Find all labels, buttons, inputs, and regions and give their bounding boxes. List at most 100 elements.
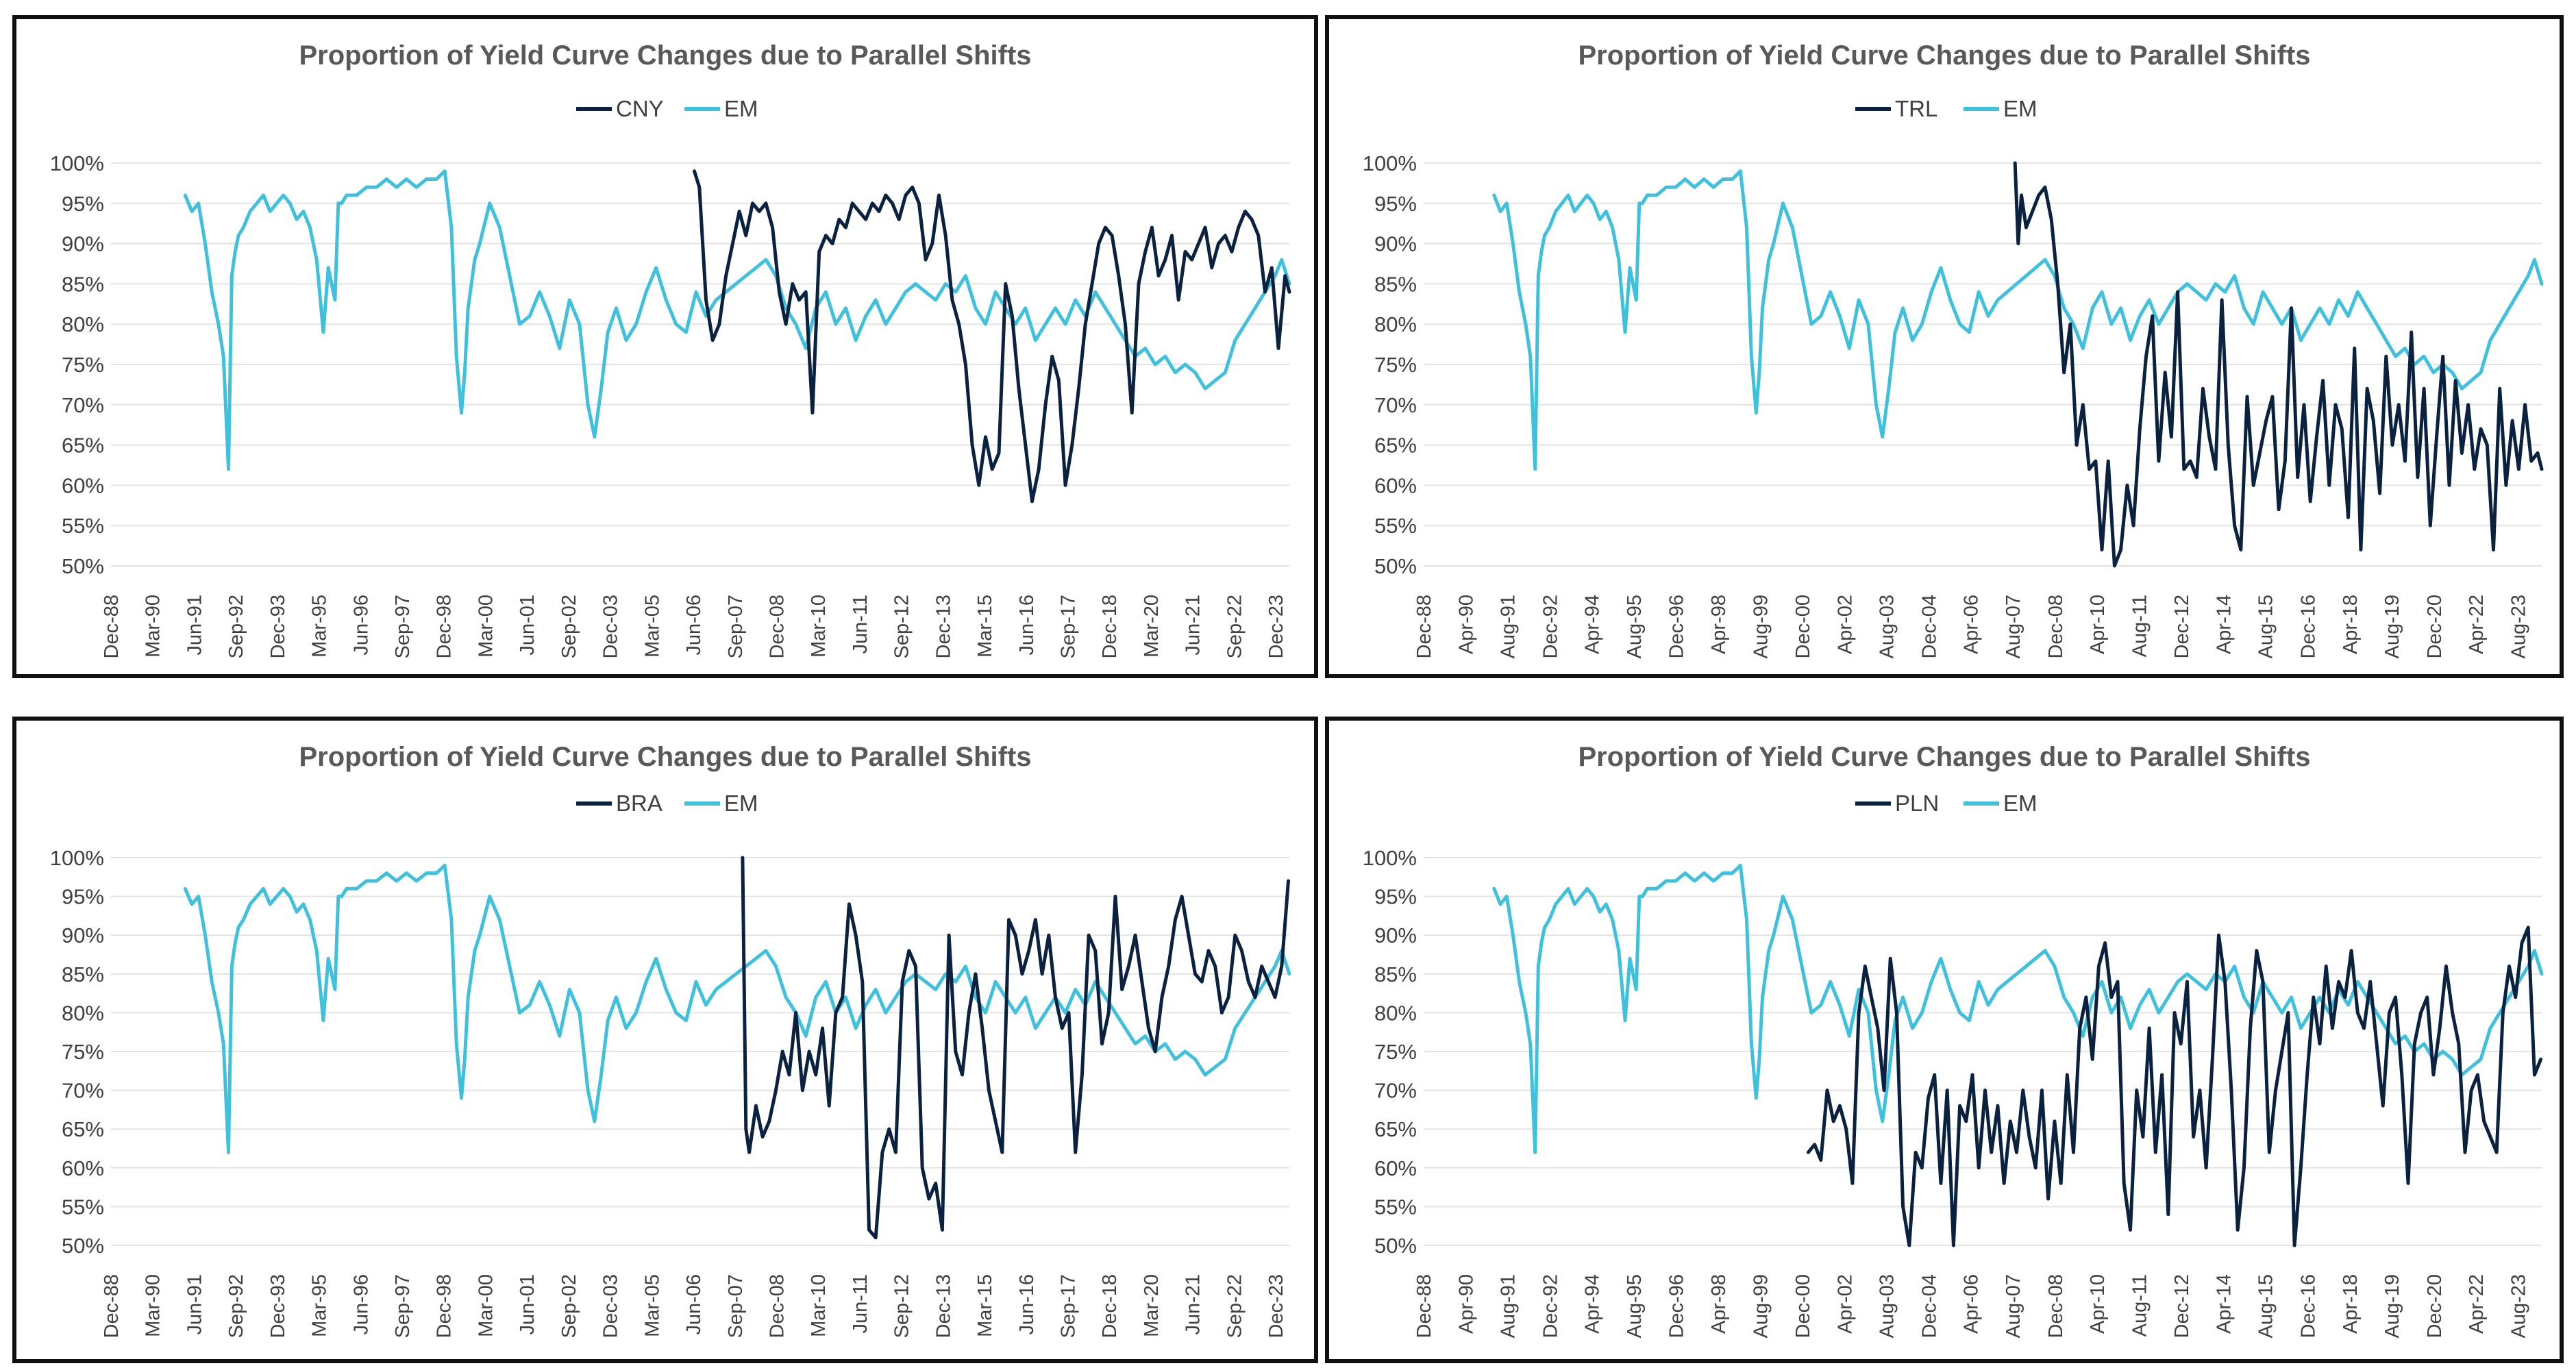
y-tick-label: 65% bbox=[62, 1117, 104, 1141]
x-tick-label: Aug-23 bbox=[2507, 1274, 2529, 1339]
x-tick-label: Apr-14 bbox=[2213, 1274, 2235, 1334]
x-tick-label: Dec-93 bbox=[267, 595, 289, 659]
y-tick-label: 90% bbox=[62, 923, 104, 947]
x-tick-label: Apr-02 bbox=[1834, 595, 1856, 654]
x-tick-label: Jun-16 bbox=[1016, 595, 1038, 656]
y-tick-label: 65% bbox=[1374, 434, 1417, 458]
y-tick-label: 80% bbox=[62, 312, 104, 336]
x-tick-label: Dec-04 bbox=[1918, 1274, 1940, 1339]
x-tick-label: Dec-98 bbox=[434, 595, 456, 659]
x-tick-label: Sep-92 bbox=[225, 1274, 247, 1339]
x-tick-label: Aug-03 bbox=[1877, 595, 1898, 659]
x-tick-label: Apr-02 bbox=[1834, 1274, 1856, 1334]
x-tick-label: Mar-90 bbox=[143, 1274, 164, 1337]
y-tick-label: 80% bbox=[1374, 312, 1417, 336]
x-tick-label: Dec-88 bbox=[1413, 595, 1435, 659]
series-line-em bbox=[183, 169, 1291, 471]
y-tick-label: 50% bbox=[62, 554, 104, 578]
x-tick-label: Dec-12 bbox=[2171, 595, 2193, 659]
series-line-em bbox=[183, 863, 1291, 1154]
x-tick-label: Jun-01 bbox=[517, 1274, 538, 1335]
x-tick-label: Dec-96 bbox=[1666, 595, 1688, 659]
x-tick-label: Dec-16 bbox=[2297, 1274, 2319, 1339]
y-tick-label: 70% bbox=[62, 1079, 104, 1103]
x-tick-label: Apr-10 bbox=[2087, 1274, 2109, 1334]
x-tick-label: Mar-10 bbox=[808, 595, 830, 658]
x-tick-label: Mar-95 bbox=[309, 1274, 331, 1337]
chart-cny: Proportion of Yield Curve Changes due to… bbox=[50, 40, 1291, 659]
x-tick-label: Apr-06 bbox=[1961, 1274, 1983, 1334]
chart-bra: Proportion of Yield Curve Changes due to… bbox=[50, 742, 1291, 1339]
y-tick-label: 50% bbox=[62, 1234, 104, 1258]
x-tick-label: Sep-17 bbox=[1057, 595, 1079, 659]
x-tick-label: Dec-88 bbox=[1413, 1274, 1435, 1339]
x-tick-label: Dec-98 bbox=[434, 1274, 456, 1339]
x-tick-label: Mar-00 bbox=[475, 1274, 497, 1337]
x-tick-label: Sep-97 bbox=[392, 595, 414, 659]
x-tick-label: Aug-11 bbox=[2129, 595, 2151, 657]
x-tick-label: Jun-96 bbox=[350, 595, 372, 656]
x-tick-label: Dec-88 bbox=[101, 595, 123, 659]
x-tick-label: Sep-02 bbox=[558, 595, 580, 659]
y-tick-label: 90% bbox=[62, 232, 104, 256]
x-tick-label: Aug-91 bbox=[1498, 595, 1520, 659]
y-tick-label: 100% bbox=[1363, 846, 1417, 870]
chart-pln: Proportion of Yield Curve Changes due to… bbox=[1363, 742, 2544, 1339]
x-tick-label: Dec-23 bbox=[1265, 1274, 1287, 1339]
y-tick-label: 95% bbox=[1374, 885, 1417, 909]
x-tick-label: Aug-15 bbox=[2255, 595, 2277, 659]
x-tick-label: Dec-20 bbox=[2424, 1274, 2446, 1339]
x-tick-label: Apr-06 bbox=[1961, 595, 1983, 654]
x-tick-label: Jun-06 bbox=[683, 595, 705, 656]
y-tick-label: 55% bbox=[1374, 514, 1417, 538]
y-tick-label: 65% bbox=[62, 434, 104, 458]
x-tick-label: Mar-15 bbox=[974, 1274, 996, 1337]
y-tick-label: 80% bbox=[1374, 1001, 1417, 1025]
chart-title: Proportion of Yield Curve Changes due to… bbox=[299, 742, 1031, 772]
x-tick-label: Sep-12 bbox=[891, 1274, 913, 1339]
x-tick-label: Jun-91 bbox=[184, 1274, 206, 1335]
y-tick-label: 100% bbox=[1363, 151, 1417, 175]
y-tick-label: 85% bbox=[62, 272, 104, 296]
x-tick-label: Apr-18 bbox=[2340, 1274, 2362, 1334]
chart-title: Proportion of Yield Curve Changes due to… bbox=[299, 40, 1031, 71]
y-tick-label: 55% bbox=[62, 514, 104, 538]
x-tick-label: Sep-02 bbox=[558, 1274, 580, 1339]
chart-trl: Proportion of Yield Curve Changes due to… bbox=[1363, 40, 2544, 659]
x-tick-label: Jun-96 bbox=[350, 1274, 372, 1335]
legend-label: BRA bbox=[616, 791, 662, 816]
y-tick-label: 50% bbox=[1374, 554, 1417, 578]
x-tick-label: Dec-23 bbox=[1265, 595, 1287, 659]
y-tick-label: 95% bbox=[62, 885, 104, 909]
series-line-pln bbox=[1806, 925, 2543, 1247]
y-tick-label: 60% bbox=[1374, 473, 1417, 497]
x-tick-label: Dec-03 bbox=[600, 595, 622, 659]
y-tick-label: 65% bbox=[1374, 1117, 1417, 1141]
legend-label: PLN bbox=[1895, 791, 1939, 816]
y-tick-label: 70% bbox=[1374, 1079, 1417, 1103]
x-tick-label: Aug-99 bbox=[1750, 595, 1772, 659]
chart-panel-pln: Proportion of Yield Curve Changes due to… bbox=[1325, 717, 2564, 1363]
x-tick-label: Mar-20 bbox=[1141, 595, 1163, 658]
x-tick-label: Dec-13 bbox=[932, 1274, 954, 1339]
y-tick-label: 90% bbox=[1374, 923, 1417, 947]
x-tick-label: Apr-22 bbox=[2466, 595, 2488, 654]
y-tick-label: 95% bbox=[62, 192, 104, 216]
y-tick-label: 55% bbox=[1374, 1195, 1417, 1219]
chart-title: Proportion of Yield Curve Changes due to… bbox=[1578, 40, 2310, 71]
y-tick-label: 75% bbox=[1374, 1040, 1417, 1064]
y-tick-label: 75% bbox=[62, 1040, 104, 1064]
y-tick-label: 100% bbox=[50, 846, 104, 870]
x-tick-label: Apr-98 bbox=[1708, 1274, 1730, 1334]
x-tick-label: Dec-03 bbox=[600, 1274, 622, 1339]
x-tick-label: Dec-00 bbox=[1792, 1274, 1814, 1339]
x-tick-label: Mar-20 bbox=[1141, 1274, 1163, 1337]
y-tick-label: 100% bbox=[50, 151, 104, 175]
series-line-cny bbox=[693, 169, 1291, 503]
y-tick-label: 75% bbox=[1374, 353, 1417, 377]
x-tick-label: Mar-00 bbox=[475, 595, 497, 658]
x-tick-label: Mar-10 bbox=[808, 1274, 830, 1337]
y-tick-label: 60% bbox=[62, 1156, 104, 1180]
legend-label: EM bbox=[2003, 96, 2038, 121]
x-tick-label: Dec-96 bbox=[1666, 1274, 1688, 1339]
